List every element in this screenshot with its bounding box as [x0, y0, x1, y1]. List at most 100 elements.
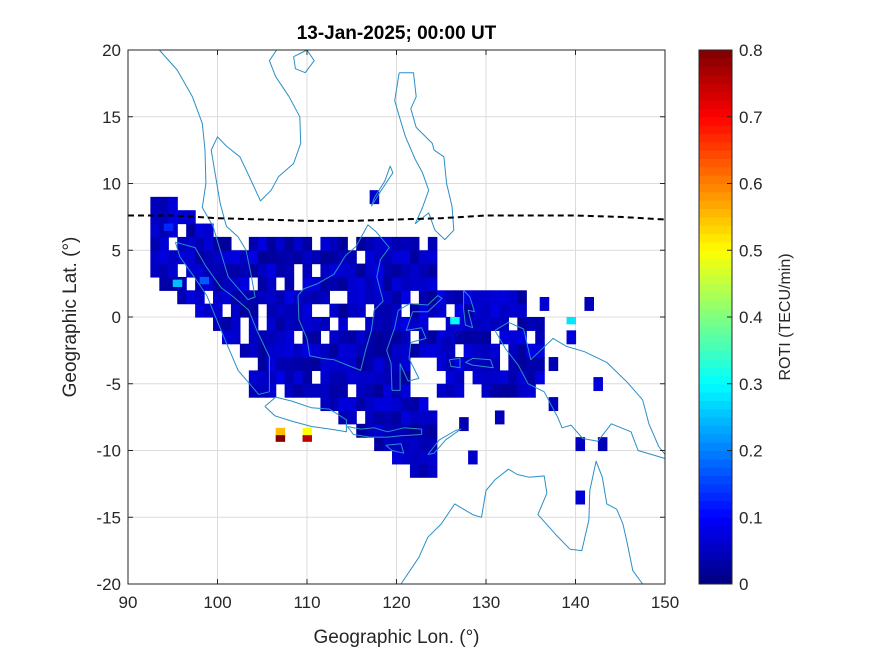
roti-cell: [302, 370, 313, 385]
roti-cell: [526, 383, 536, 398]
roti-cell: [338, 303, 348, 318]
roti-cell: [418, 343, 429, 358]
roti-cell: [320, 236, 330, 251]
roti-cell: [266, 383, 277, 398]
roti-cell: [195, 236, 205, 251]
roti-cell: [338, 263, 348, 278]
roti-cell: [427, 463, 438, 478]
roti-cell: [195, 250, 205, 265]
roti-cell: [311, 290, 322, 305]
roti-cell: [293, 343, 304, 358]
roti-cell: [392, 397, 402, 412]
roti-cell: [517, 303, 527, 318]
roti-cell: [293, 370, 304, 385]
colorbar-tick-label: 0.3: [739, 375, 763, 394]
roti-cell: [159, 276, 169, 291]
roti-cell: [177, 290, 187, 305]
x-tick-label: 130: [472, 593, 500, 612]
roti-cell: [400, 343, 411, 358]
roti-cell: [239, 263, 250, 278]
roti-cell: [463, 290, 474, 305]
coastline-path: [297, 224, 390, 371]
roti-cell: [392, 250, 402, 265]
roti-cell: [392, 276, 402, 291]
roti-cell: [338, 236, 348, 251]
roti-cell: [275, 303, 286, 318]
roti-cell: [526, 357, 536, 371]
colorbar-segment: [699, 517, 732, 527]
roti-cell: [392, 370, 402, 385]
roti-cell: [418, 317, 429, 331]
colorbar-tick-label: 0.5: [739, 241, 763, 260]
roti-cell: [481, 303, 492, 318]
roti-cell: [347, 397, 357, 412]
roti-cell: [221, 250, 232, 265]
roti-cell: [517, 343, 527, 358]
roti-cell: [266, 330, 277, 345]
colorbar-segment: [699, 125, 732, 134]
roti-cell: [257, 370, 268, 385]
roti-cell: [490, 317, 501, 331]
colorbar-ticks: 0 0.1 0.2 0.3 0.4 0.5 0.6 0.7 0.8: [727, 41, 763, 594]
roti-cell: [584, 296, 594, 311]
roti-cell: [248, 330, 259, 345]
roti-cells: [150, 190, 608, 505]
roti-cell: [490, 303, 501, 318]
roti-cell: [266, 370, 277, 385]
colorbar-segment: [699, 417, 732, 426]
roti-cell: [284, 343, 295, 358]
roti-cell: [329, 250, 339, 265]
colorbar-segment: [699, 483, 732, 493]
roti-cell: [356, 290, 366, 305]
roti-cell: [490, 290, 501, 305]
colorbar-segment: [699, 191, 732, 201]
roti-cell: [472, 290, 483, 305]
colorbar-segment: [699, 400, 732, 410]
roti-cell: [356, 263, 366, 278]
roti-cell: [365, 383, 375, 398]
roti-cell: [329, 397, 339, 412]
roti-cell: [427, 236, 438, 251]
roti-cell: [539, 296, 550, 311]
roti-cell: [418, 250, 429, 265]
roti-cell: [481, 357, 492, 371]
roti-cell: [168, 196, 178, 211]
roti-cell: [374, 397, 384, 412]
roti-cell: [499, 317, 509, 331]
coastline-path: [427, 428, 462, 455]
x-axis-label: Geographic Lon. (°): [313, 627, 479, 648]
roti-cell: [508, 357, 518, 371]
roti-cell: [400, 423, 411, 438]
roti-cell: [257, 250, 268, 265]
roti-cell-high: [275, 427, 286, 436]
roti-cell: [329, 330, 339, 345]
roti-cell: [409, 423, 420, 438]
roti-cell: [374, 343, 384, 358]
roti-cell: [320, 370, 330, 385]
y-tick-label: -15: [96, 508, 121, 527]
roti-cell: [365, 410, 375, 425]
roti-cell: [436, 357, 447, 371]
roti-cell: [347, 343, 357, 358]
roti-cell: [248, 343, 259, 358]
roti-cell: [490, 343, 501, 358]
colorbar-segment: [699, 141, 732, 151]
roti-cell: [365, 290, 375, 305]
roti-cell: [239, 276, 250, 291]
y-tick-label: 0: [112, 308, 121, 327]
coastline-path: [385, 443, 405, 454]
roti-cell: [275, 290, 286, 305]
roti-cell: [409, 397, 420, 412]
x-tick-label: 90: [119, 593, 138, 612]
coastline-path: [494, 330, 666, 459]
roti-cell: [566, 330, 577, 345]
roti-cell: [302, 290, 313, 305]
roti-cell: [481, 290, 492, 305]
roti-cell: [365, 250, 375, 265]
roti-cell: [230, 290, 241, 305]
colorbar-segment: [699, 325, 732, 335]
colorbar-segment: [699, 558, 732, 568]
roti-cell: [454, 383, 465, 398]
roti-cell: [186, 290, 196, 305]
roti-cell: [302, 276, 313, 291]
